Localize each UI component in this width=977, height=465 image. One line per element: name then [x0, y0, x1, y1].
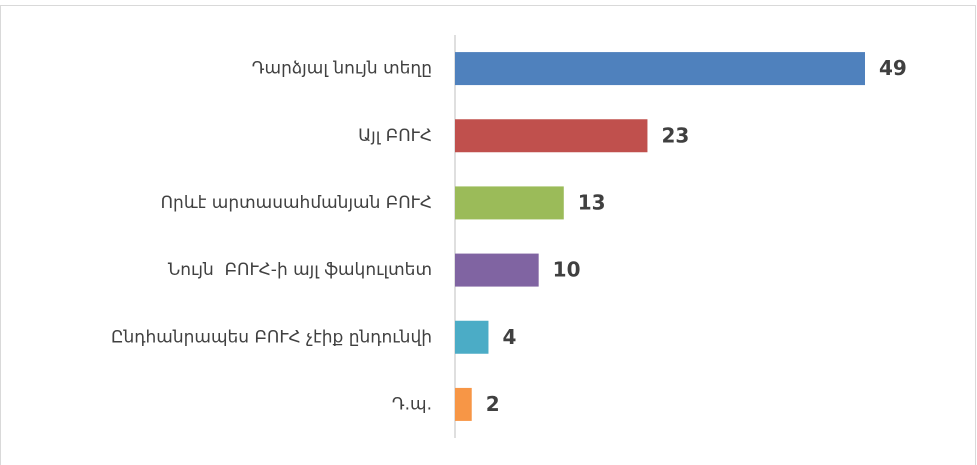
bar: [455, 320, 489, 354]
category-label: Այլ ԲՈՒՀ: [358, 126, 432, 146]
chart-frame: [0, 5, 976, 465]
value-label: 13: [578, 190, 606, 214]
value-label: 10: [553, 258, 581, 282]
bar: [455, 387, 472, 421]
value-label: 23: [661, 123, 689, 147]
bar: [455, 253, 539, 287]
value-label: 49: [879, 56, 907, 80]
bar: [455, 119, 648, 153]
category-label: Որևէ արտասահմանյան ԲՈՒՀ: [161, 193, 432, 213]
bar: [455, 52, 865, 86]
value-label: 4: [502, 325, 516, 349]
category-label: Նույն ԲՈՒՀ-ի այլ ֆակուլտետ: [168, 260, 432, 280]
category-label: Ընդհանրապես ԲՈՒՀ չէիք ընդունվի: [111, 327, 432, 347]
category-label: Դարձյալ նույն տեղը: [252, 59, 432, 79]
bar: [455, 186, 564, 220]
category-label: Դ.պ.: [392, 394, 432, 414]
value-label: 2: [486, 392, 500, 416]
